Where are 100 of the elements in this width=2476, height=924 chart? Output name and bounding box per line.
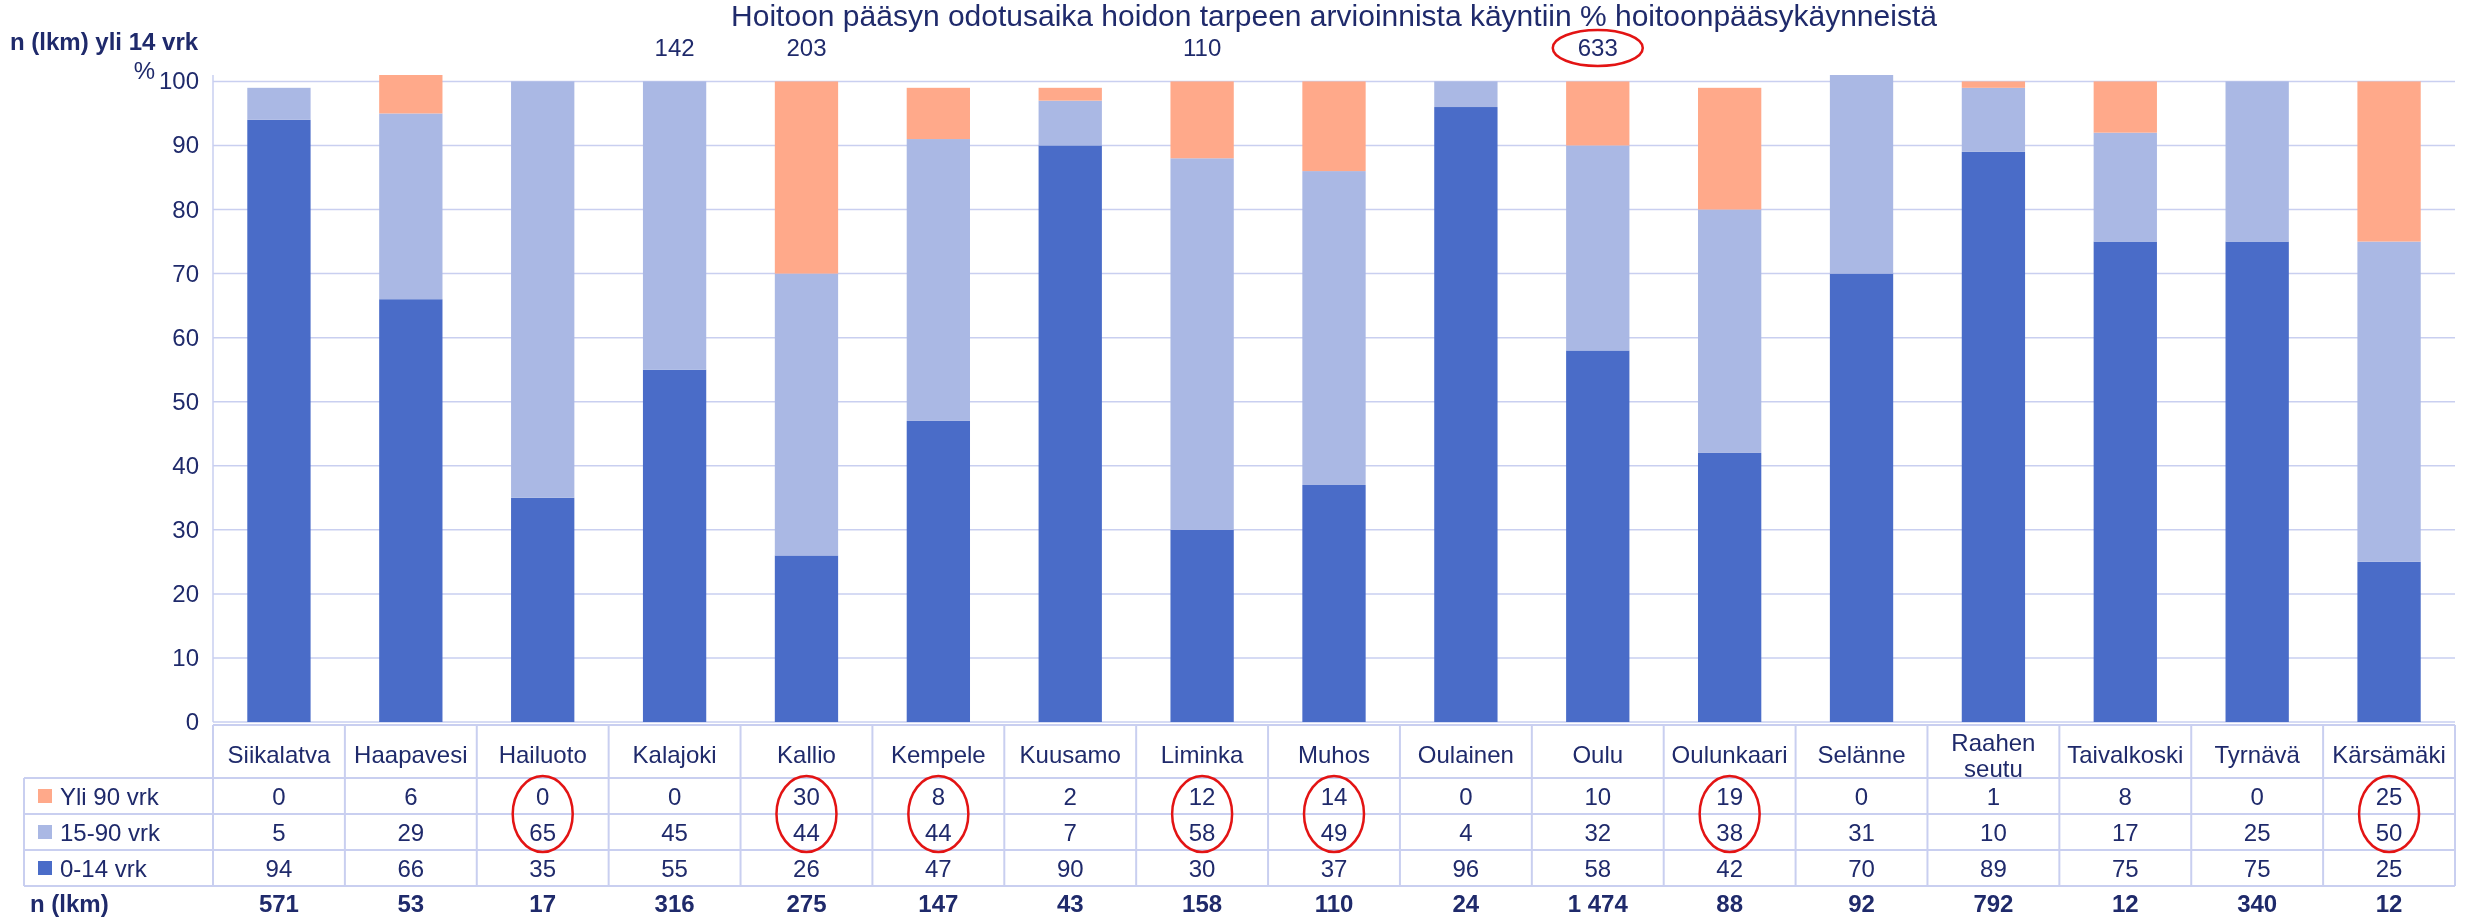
data-label: 94: [265, 855, 293, 882]
x-tick-label: Liminka: [1160, 741, 1245, 768]
x-tick-label: Oulu: [1572, 741, 1624, 768]
bar: [2357, 561, 2421, 722]
x-tick-label: Selänne: [1817, 741, 1906, 768]
data-label: 1: [1986, 783, 2001, 810]
bar: [642, 369, 707, 722]
text: n (lkm) yli 14 vrk: [10, 28, 199, 55]
x-tick-label: Haapavesi: [354, 741, 468, 768]
y-tick-label: 60: [172, 323, 199, 351]
data-label: 26: [793, 855, 820, 882]
y-tick-label: 40: [172, 451, 199, 479]
data-label: 66: [397, 855, 425, 882]
data-label: 10: [1980, 819, 2007, 846]
bar: [379, 299, 443, 722]
bar: [1961, 87, 2026, 152]
data-label: 4: [1459, 819, 1473, 846]
y-tick-label: 80: [172, 195, 199, 223]
data-label: 55: [661, 855, 688, 882]
data-label: 12: [1188, 783, 1216, 810]
y-tick-label: 100: [158, 67, 199, 95]
bar: [774, 81, 839, 274]
data-label: 8: [2118, 783, 2132, 810]
text: 142: [654, 34, 695, 61]
x-tick-label: Kalajoki: [632, 741, 717, 768]
text: 633: [1577, 34, 1618, 61]
bar: [906, 420, 970, 722]
bar: [1566, 350, 1630, 722]
text: 571: [258, 890, 299, 917]
data-label: 29: [397, 819, 425, 846]
x-tick-label: Oulainen: [1417, 741, 1514, 768]
x-tick-label: Kuusamo: [1019, 741, 1121, 768]
data-label: 32: [1584, 819, 1612, 846]
data-label: 2: [1063, 783, 1077, 810]
bar: [511, 497, 575, 722]
data-label: 7: [1063, 819, 1077, 846]
bar: [247, 119, 311, 722]
text: 110: [1314, 890, 1354, 917]
bar: [1961, 81, 2026, 88]
data-label: 0: [536, 783, 550, 810]
data-label: 17: [2111, 819, 2139, 846]
bar: [1566, 145, 1630, 351]
text: 792: [1973, 890, 2014, 917]
x-tick-label: Raahen seutu: [1951, 729, 2036, 782]
data-label: 25: [2375, 783, 2403, 810]
bar: [2357, 241, 2421, 562]
y-tick-label: 90: [172, 131, 199, 159]
text: 53: [397, 890, 425, 917]
data-label: 31: [1848, 819, 1875, 846]
bar: [1829, 273, 1894, 722]
data-label: 70: [1848, 855, 1875, 882]
bar: [906, 139, 970, 421]
chart-title: Hoitoon pääsyn odotusaika hoidon tarpeen arvioinnista käyntiin % hoitoonpääsykäynneistä: [731, 0, 1938, 32]
data-label: 38: [1716, 819, 1743, 846]
x-tick-label: Muhos: [1297, 741, 1371, 768]
y-tick-label: 10: [172, 643, 199, 671]
data-label: 65: [529, 819, 557, 846]
data-label: 89: [1980, 855, 2007, 882]
text: 316: [654, 890, 695, 917]
bar: [774, 273, 839, 556]
data-label: 45: [661, 819, 688, 846]
data-label: 75: [2243, 855, 2271, 882]
text: n (lkm): [30, 890, 109, 917]
text: 92: [1848, 890, 1875, 917]
legend-label: Yli 90 vrk: [60, 783, 160, 810]
text: 24: [1452, 890, 1480, 917]
text: 1 474: [1567, 890, 1629, 917]
bar: [2225, 241, 2289, 722]
data-label: 35: [529, 855, 557, 882]
bar: [1302, 81, 1366, 172]
data-label: 75: [2111, 855, 2139, 882]
y-tick-label: 0: [185, 708, 199, 735]
bar: [1698, 87, 1762, 210]
text: 203: [786, 34, 827, 61]
data-label: 50: [2375, 819, 2403, 846]
data-label: 49: [1320, 819, 1348, 846]
text: 158: [1182, 890, 1223, 917]
bar: [1170, 81, 1234, 159]
bar: [2093, 132, 2157, 242]
data-label: 0: [1459, 783, 1473, 810]
y-tick-label: 50: [172, 387, 199, 415]
data-label: 8: [931, 783, 946, 810]
data-label: 44: [793, 819, 820, 846]
x-tick-label: Kärsämäki: [2332, 741, 2446, 768]
text: 12: [2375, 890, 2403, 917]
text: 147: [918, 890, 959, 917]
bar: [1302, 484, 1366, 722]
x-tick-label: Tyrnävä: [2214, 741, 2301, 768]
data-label: 6: [404, 783, 418, 810]
x-tick-label: Kallio: [777, 741, 836, 768]
bar: [1038, 145, 1102, 722]
y-tick-label: 20: [172, 579, 199, 607]
text: 340: [2237, 890, 2278, 917]
y-tick-label: 70: [172, 259, 199, 287]
bar: [906, 87, 970, 140]
text: 17: [529, 890, 557, 917]
y-axis-title: %: [133, 57, 155, 84]
x-tick-label: Hailuoto: [498, 741, 587, 768]
data-label: 96: [1452, 855, 1480, 882]
bar: [1698, 452, 1762, 722]
